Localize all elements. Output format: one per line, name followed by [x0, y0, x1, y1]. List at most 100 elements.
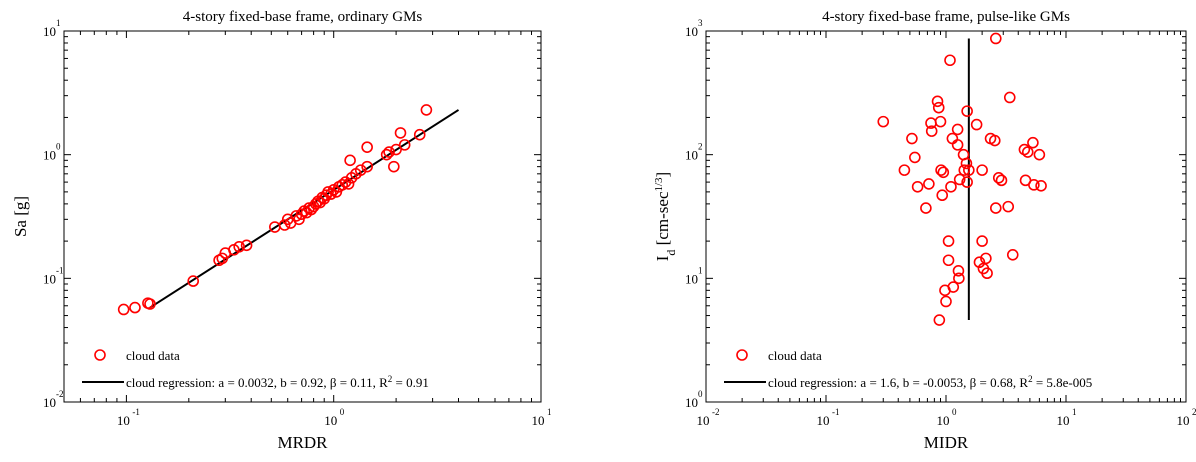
data-point — [129, 301, 141, 314]
data-point — [909, 151, 921, 164]
legend-label-scatter: cloud data — [768, 348, 822, 363]
data-point — [981, 267, 993, 280]
data-point — [354, 164, 367, 176]
data-point — [398, 139, 411, 151]
y-tick-label: 10 — [43, 395, 56, 410]
data-point — [932, 101, 945, 114]
data-point — [976, 235, 988, 247]
data-point — [925, 125, 938, 137]
data-point — [944, 54, 956, 67]
data-point — [988, 134, 1001, 147]
data-point — [953, 173, 966, 186]
y-tick-exponent: 1 — [698, 265, 703, 275]
data-point — [380, 148, 393, 161]
y-tick-label: 10 — [685, 395, 698, 410]
y-axis-label-part: ] — [653, 172, 672, 178]
data-point — [388, 160, 400, 173]
data-point — [906, 132, 918, 145]
x-tick-exponent: -2 — [712, 407, 720, 417]
data-point — [144, 298, 156, 310]
x-tick-label: 10 — [117, 413, 130, 428]
y-tick-exponent: -2 — [56, 389, 64, 399]
data-point — [946, 132, 959, 145]
y-tick-exponent: 2 — [698, 142, 703, 152]
data-point — [970, 118, 983, 131]
y-tick-label: 10 — [43, 148, 56, 163]
legend-text: = 5.8e-005 — [1033, 375, 1093, 390]
legend-superscript: 2 — [1028, 374, 1033, 384]
legend-text: = 0.91 — [392, 375, 429, 390]
y-tick-label: 10 — [43, 271, 56, 286]
data-point — [952, 265, 965, 277]
data-point — [945, 180, 957, 193]
data-point — [911, 180, 924, 193]
data-point — [390, 143, 402, 156]
data-point — [942, 254, 955, 267]
data-point — [934, 115, 947, 128]
data-point — [940, 295, 952, 308]
data-point — [117, 303, 130, 316]
data-point — [877, 115, 890, 128]
data-point — [942, 235, 955, 247]
plot-frame — [705, 30, 1187, 403]
data-point — [1033, 148, 1046, 161]
data-point — [960, 157, 973, 170]
plot-frame — [63, 30, 542, 403]
data-point — [1003, 91, 1016, 104]
data-point — [961, 105, 973, 117]
y-tick-exponent: -1 — [56, 265, 64, 275]
x-tick-exponent: 1 — [547, 407, 552, 417]
x-tick-exponent: 0 — [340, 407, 345, 417]
x-tick-exponent: -1 — [132, 407, 140, 417]
data-point — [953, 272, 965, 285]
data-point — [240, 239, 253, 252]
x-tick-label: 10 — [697, 413, 710, 428]
data-point — [920, 202, 932, 214]
y-axis-label: Sa [g] — [11, 196, 30, 237]
data-point — [344, 154, 356, 167]
data-point — [976, 164, 988, 176]
x-tick-exponent: -1 — [832, 407, 840, 417]
data-point — [361, 141, 373, 153]
x-tick-label: 10 — [532, 413, 545, 428]
x-tick-label: 10 — [817, 413, 830, 428]
data-point — [1027, 136, 1039, 149]
data-point — [898, 164, 911, 176]
data-point — [995, 174, 1008, 187]
data-point — [336, 179, 349, 191]
x-tick-label: 10 — [1177, 413, 1190, 428]
x-axis-label: MIDR — [924, 433, 969, 452]
data-point — [931, 95, 944, 108]
data-point — [958, 164, 971, 176]
x-tick-label: 10 — [937, 413, 950, 428]
data-point — [973, 256, 986, 269]
data-point — [923, 178, 935, 190]
data-point — [992, 172, 1005, 184]
y-tick-exponent: 0 — [56, 142, 61, 152]
data-point — [937, 166, 950, 179]
data-point — [420, 104, 433, 116]
data-point — [951, 139, 964, 151]
y-axis-label-part: I — [653, 255, 672, 261]
data-point — [1018, 143, 1031, 156]
x-tick-exponent: 0 — [952, 407, 957, 417]
y-tick-exponent: 1 — [56, 18, 61, 28]
y-axis-label: Id [cm-sec1/3] — [653, 172, 678, 261]
data-point — [413, 128, 426, 141]
data-point — [961, 176, 973, 188]
data-point — [933, 314, 946, 326]
data-point — [233, 240, 245, 253]
y-tick-label: 10 — [43, 24, 56, 39]
y-tick-label: 10 — [685, 148, 698, 163]
y-tick-label: 10 — [685, 24, 698, 39]
y-axis-label-part: d — [664, 250, 678, 256]
data-point — [322, 186, 334, 198]
legend-text: cloud regression: a = 1.6, b = -0.0053, … — [768, 375, 1028, 390]
y-tick-exponent: 3 — [698, 18, 703, 28]
data-point — [1002, 200, 1015, 213]
legend-text: cloud regression: a = 0.0032, b = 0.92, … — [126, 375, 388, 390]
y-tick-exponent: 0 — [698, 389, 703, 399]
